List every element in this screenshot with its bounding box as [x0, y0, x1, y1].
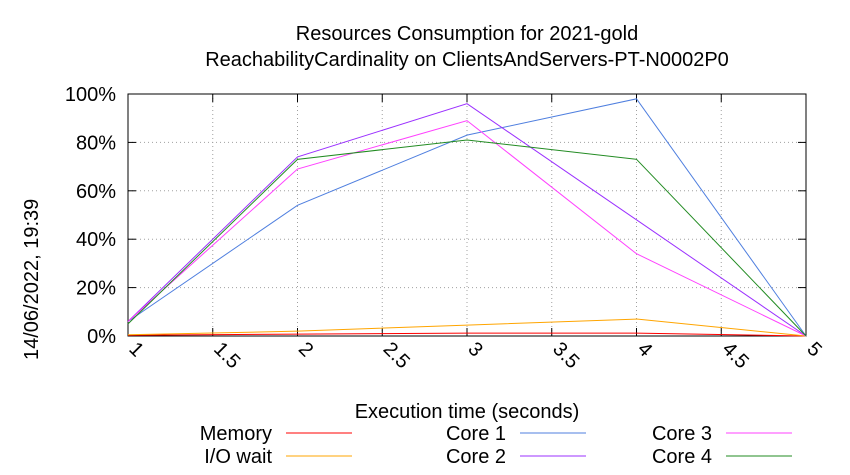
- x-tick-label: 5: [802, 338, 825, 361]
- legend-label-core-1: Core 1: [446, 423, 506, 445]
- series-lines: [127, 98, 807, 337]
- x-tick-label: 4: [633, 338, 656, 361]
- series-line-core-2: [127, 103, 807, 337]
- series-line-memory: [127, 332, 807, 337]
- y-axis-ticks: 0% 20% 40% 60% 80% 100%: [65, 84, 806, 348]
- x-tick-label: 3.5: [548, 338, 583, 373]
- y-tick-label: 80%: [76, 132, 116, 154]
- x-tick-label: 3: [463, 338, 486, 361]
- legend-label-core-3: Core 3: [652, 423, 712, 445]
- y-tick-label: 20%: [76, 278, 116, 300]
- series-line-i-o-wait: [127, 318, 807, 337]
- chart-subtitle: ReachabilityCardinality on ClientsAndSer…: [205, 49, 729, 71]
- timestamp-label: 14/06/2022, 19:39: [21, 199, 43, 360]
- chart-title: Resources Consumption for 2021-gold: [296, 23, 638, 45]
- x-axis-ticks: 1 1.5 2 2.5 3 3.5 4 4.5 5: [124, 94, 826, 373]
- series-line-core-4: [127, 139, 807, 337]
- legend-label-memory: Memory: [200, 423, 272, 445]
- x-tick-label: 2: [294, 338, 317, 361]
- x-tick-label: 1.5: [209, 338, 244, 373]
- x-tick-label: 4.5: [718, 338, 753, 373]
- legend-label-core-2: Core 2: [446, 446, 506, 468]
- y-tick-label: 100%: [65, 84, 116, 106]
- grid: [127, 93, 807, 337]
- y-tick-label: 0%: [87, 326, 116, 348]
- series-line-core-1: [127, 98, 807, 337]
- y-tick-label: 60%: [76, 181, 116, 203]
- series-line-core-3: [127, 120, 807, 337]
- legend-label-core-4: Core 4: [652, 446, 712, 468]
- y-tick-label: 40%: [76, 229, 116, 251]
- legend-label-i-o-wait: I/O wait: [204, 446, 272, 468]
- x-tick-label: 1: [124, 338, 147, 361]
- x-tick-label: 2.5: [379, 338, 414, 373]
- x-axis-label: Execution time (seconds): [355, 401, 580, 423]
